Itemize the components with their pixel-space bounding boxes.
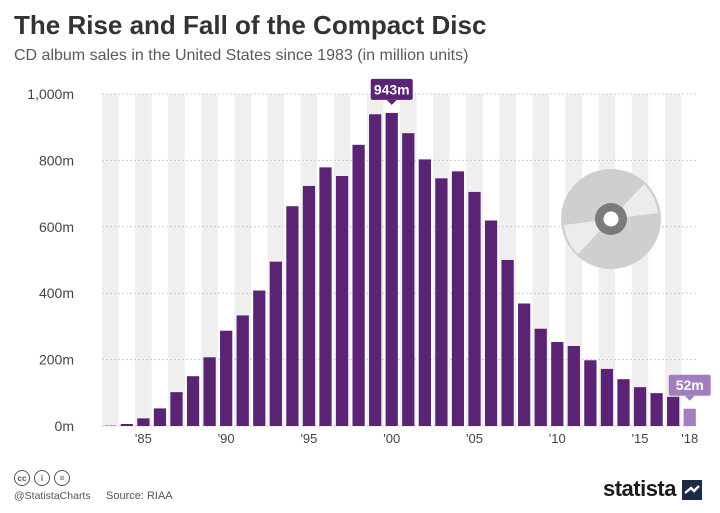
bar-2008 xyxy=(518,303,531,426)
bar-1990 xyxy=(220,330,233,426)
bar-1991 xyxy=(236,315,249,426)
x-tick-label: '00 xyxy=(383,431,400,446)
bar-1995 xyxy=(302,185,316,426)
background-band xyxy=(102,94,119,426)
x-tick-label: '95 xyxy=(300,431,317,446)
statista-logo-icon xyxy=(682,480,702,500)
callout-label: 943m xyxy=(374,81,410,97)
bar-2006 xyxy=(484,220,498,426)
callout-label: 52m xyxy=(676,377,704,393)
x-tick-label: '90 xyxy=(218,431,235,446)
x-tick-label: '10 xyxy=(549,431,566,446)
background-band xyxy=(135,94,152,426)
x-axis-labels: '85 '90 '95 '00 '05 '10 '15 '18 xyxy=(135,431,698,446)
bar-1994 xyxy=(286,206,299,426)
y-tick-label: 200m xyxy=(39,352,74,368)
y-tick-label: 1,000m xyxy=(27,86,74,102)
bar-1987 xyxy=(170,392,183,426)
bar-2013 xyxy=(600,368,614,426)
footer: cc i = @StatistaCharts Source: RIAA stat… xyxy=(14,470,706,504)
bar-1985 xyxy=(137,418,150,426)
bar-1996 xyxy=(319,167,332,426)
nd-icon: = xyxy=(54,470,70,486)
bar-2010 xyxy=(551,342,564,426)
bar-2004 xyxy=(451,171,465,426)
background-band xyxy=(664,94,682,426)
bar-1986 xyxy=(153,408,167,426)
cd-disc-icon xyxy=(561,169,661,269)
source-note: Source: RIAA xyxy=(106,490,173,502)
bar-2007 xyxy=(501,260,514,426)
bar-2011 xyxy=(567,345,580,426)
bar-1998 xyxy=(352,144,365,426)
bar-2014 xyxy=(617,379,630,426)
bar-2003 xyxy=(435,178,448,426)
chart-title: The Rise and Fall of the Compact Disc xyxy=(14,10,487,40)
bar-2018 xyxy=(683,408,696,426)
bar-2002 xyxy=(418,159,431,427)
by-icon: i xyxy=(34,470,50,486)
y-tick-label: 800m xyxy=(39,152,74,168)
callout-2018: 52m xyxy=(668,374,711,401)
bar-2015 xyxy=(633,387,647,426)
background-band xyxy=(565,94,583,426)
bar-1984 xyxy=(120,424,133,426)
x-tick-label: '05 xyxy=(466,431,483,446)
y-tick-label: 0m xyxy=(55,418,74,434)
x-tick-label: '15 xyxy=(632,431,649,446)
bar-1993 xyxy=(269,261,282,426)
bar-2016 xyxy=(650,393,663,426)
y-tick-label: 400m xyxy=(39,285,74,301)
callout-pointer xyxy=(386,99,397,105)
cc-icon: cc xyxy=(14,470,30,486)
callout-box xyxy=(370,78,413,100)
y-axis-labels: 0m 200m 400m 600m 800m 1,000m xyxy=(27,86,74,434)
bar-2017 xyxy=(667,396,680,426)
callout-box xyxy=(668,374,711,396)
bar-2001 xyxy=(402,133,415,426)
x-tick-label: '18 xyxy=(681,431,698,446)
chart-subtitle: CD album sales in the United States sinc… xyxy=(14,47,469,64)
bar-1997 xyxy=(335,176,349,426)
statista-logo[interactable]: statista xyxy=(602,476,677,501)
bar-2009 xyxy=(534,328,547,426)
bar-chart: 0m 200m 400m 600m 800m 1,000m '85 '90 '95 '00 '05… xyxy=(27,78,711,446)
callout-pointer xyxy=(684,395,695,401)
callouts: 943m 52m xyxy=(370,78,711,401)
bar-2012 xyxy=(584,360,597,426)
bar-1999 xyxy=(369,114,382,426)
twitter-handle[interactable]: @StatistaCharts xyxy=(14,490,91,502)
bar-2005 xyxy=(468,191,481,426)
bar-1992 xyxy=(253,290,266,426)
bar-1989 xyxy=(203,357,216,426)
bar-2000 xyxy=(385,112,398,426)
y-tick-label: 600m xyxy=(39,219,74,235)
background-band xyxy=(201,94,218,426)
x-tick-label: '85 xyxy=(135,431,152,446)
bar-1988 xyxy=(186,376,200,426)
callout-2000: 943m xyxy=(370,78,413,105)
bars xyxy=(104,112,696,427)
background-band xyxy=(168,94,185,426)
